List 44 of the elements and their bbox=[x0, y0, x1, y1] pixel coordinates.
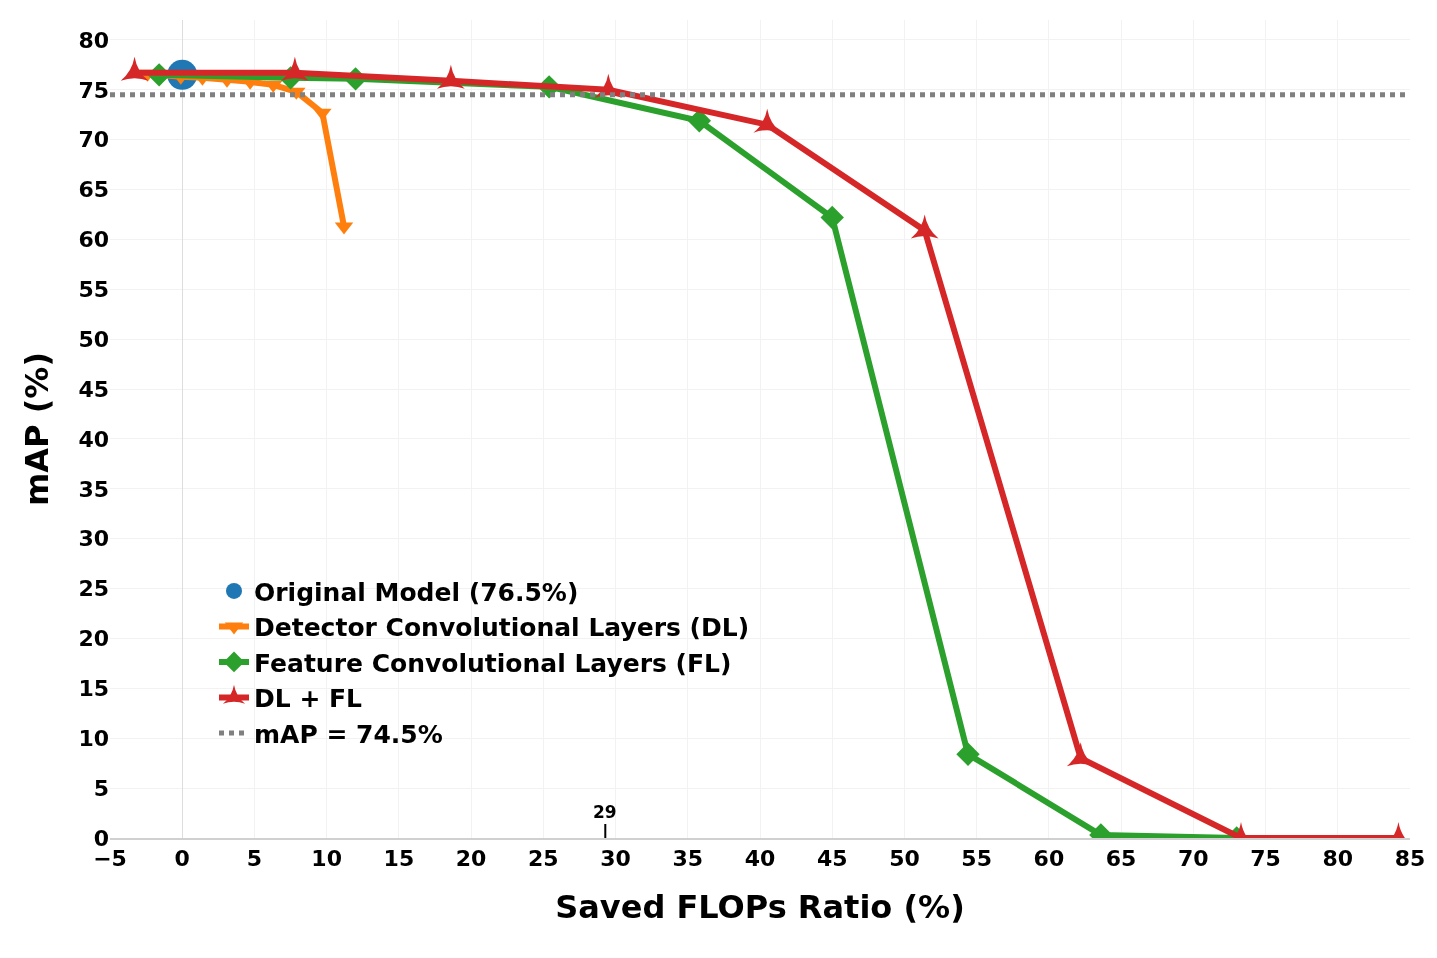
y-tick-label: 35 bbox=[78, 476, 109, 502]
x-tick-label: 30 bbox=[600, 846, 631, 872]
legend-label: Original Model (76.5%) bbox=[254, 577, 579, 607]
x-tick-label: 60 bbox=[1033, 846, 1065, 872]
y-tick-label: 50 bbox=[78, 326, 109, 352]
y-tick-label: 40 bbox=[78, 426, 109, 452]
y-tick-label: 25 bbox=[78, 576, 109, 602]
y-tick-label: 20 bbox=[78, 626, 109, 652]
y-tick-label: 55 bbox=[78, 277, 109, 303]
x-tick-label: 0 bbox=[174, 846, 190, 872]
x-tick-label: 65 bbox=[1105, 846, 1137, 872]
x-tick-label: 25 bbox=[528, 846, 559, 872]
x-tick-label: 75 bbox=[1250, 846, 1281, 872]
y-tick-label: 45 bbox=[78, 376, 109, 402]
point bbox=[687, 109, 712, 133]
x-tick-label: 70 bbox=[1178, 846, 1209, 872]
x-tick-label: 35 bbox=[672, 846, 704, 872]
x-tick-label: 45 bbox=[816, 846, 848, 872]
x-tick-label: 80 bbox=[1322, 846, 1354, 872]
y-axis-title: mAP (%) bbox=[17, 351, 56, 507]
x-tick-label: 40 bbox=[744, 846, 776, 872]
y-tick-label: 30 bbox=[78, 526, 109, 552]
y-tick-label: 70 bbox=[78, 127, 109, 153]
legend-label: Detector Convolutional Layers (DL) bbox=[254, 613, 750, 643]
x-tick-label: 15 bbox=[383, 846, 415, 872]
y-tick-label: 75 bbox=[78, 77, 109, 103]
y-tick-label: 10 bbox=[78, 725, 109, 751]
x-tick-label: 5 bbox=[246, 846, 263, 872]
x-tick-label: 85 bbox=[1394, 846, 1426, 872]
x-tick-label: 55 bbox=[961, 846, 992, 872]
point bbox=[820, 205, 844, 230]
x-tick-label: 50 bbox=[889, 846, 920, 872]
legend-label: DL + FL bbox=[254, 684, 363, 714]
x-axis-title: Saved FLOPs Ratio (%) bbox=[555, 887, 965, 926]
x-tick-label: 20 bbox=[455, 846, 487, 872]
x-tick-label: 10 bbox=[311, 846, 342, 872]
legend-label: Feature Convolutional Layers (FL) bbox=[254, 648, 732, 678]
annotation: 29 bbox=[593, 802, 617, 822]
legend-label: mAP = 74.5% bbox=[254, 719, 443, 749]
y-tick-label: 15 bbox=[78, 676, 109, 702]
y-tick-label: 5 bbox=[93, 775, 109, 801]
y-tick-label: 80 bbox=[78, 27, 109, 53]
y-tick-label: 60 bbox=[78, 227, 109, 253]
y-tick-label: 65 bbox=[78, 177, 109, 203]
